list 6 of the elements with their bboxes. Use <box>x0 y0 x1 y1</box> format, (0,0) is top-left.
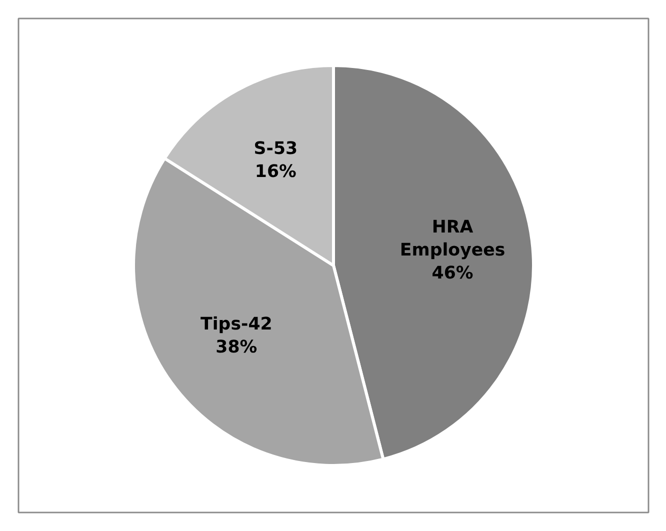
slice-label: HRA Employees <box>400 217 506 260</box>
data-label: 38% <box>216 338 258 358</box>
slice-label: S-53 <box>254 138 298 159</box>
data-label: 46% <box>432 263 474 284</box>
data-label: 16% <box>254 162 296 182</box>
slice-label: Tips-42 <box>200 314 272 335</box>
